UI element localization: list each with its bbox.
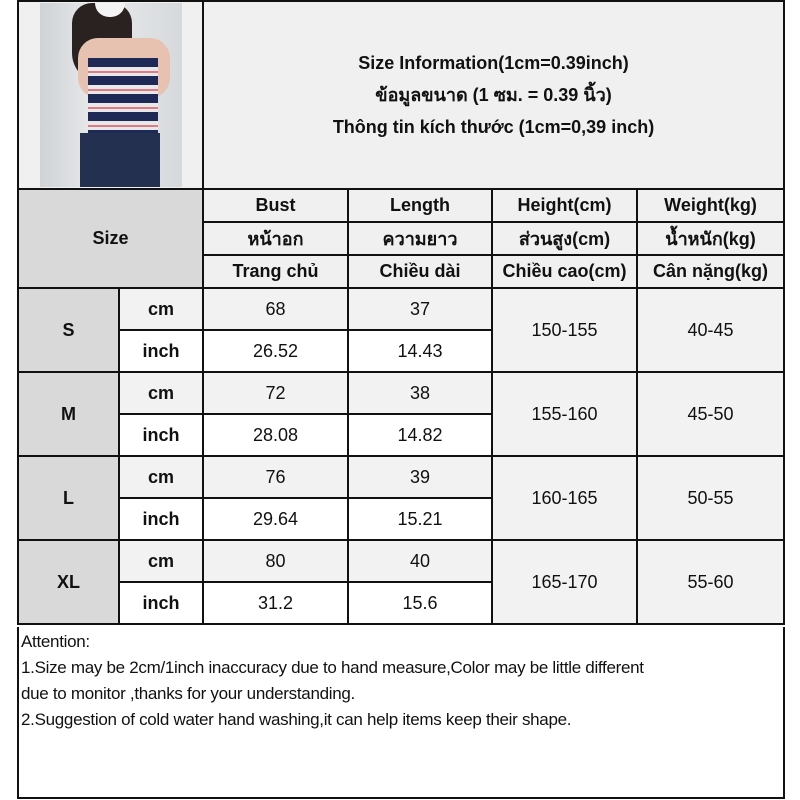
height-range: 150-155 [491,287,638,373]
header-bust-th: หน้าอก [202,221,349,256]
size-info-title: Size Information(1cm=0.39inch) ข้อมูลขนา… [201,0,786,190]
length-inch: 14.82 [347,413,493,457]
bust-inch: 28.08 [202,413,349,457]
bust-cm: 72 [202,371,349,415]
table-row: inch 31.2 15.6 [18,581,784,625]
table-row: inch 28.08 14.82 [18,413,784,457]
unit-inch: inch [118,497,204,541]
weight-range: 45-50 [635,371,786,457]
header-length-vi: Chiều dài [347,254,493,289]
length-cm: 39 [347,455,493,499]
title-english: Size Information(1cm=0.39inch) [358,53,629,73]
length-inch: 15.6 [347,581,493,625]
title-vietnamese: Thông tin kích thước (1cm=0,39 inch) [332,117,655,137]
bust-cm: 80 [202,539,349,583]
table-row: inch 26.52 14.43 [18,329,784,373]
bust-inch: 29.64 [202,497,349,541]
unit-inch: inch [118,329,204,373]
header-bust-en: Bust [202,188,349,223]
height-range: 155-160 [491,371,638,457]
header-length-en: Length [347,188,493,223]
bust-cm: 76 [202,455,349,499]
bust-inch: 26.52 [202,329,349,373]
height-range: 160-165 [491,455,638,541]
length-cm: 37 [347,287,493,331]
table-row: M cm 72 38 155-160 45-50 [17,371,786,457]
header-height-vi: Chiều cao(cm) [491,254,638,289]
length-inch: 14.43 [347,329,493,373]
header-weight-vi: Cân nặng(kg) [635,254,786,289]
unit-cm: cm [118,539,204,583]
size-chart-table: Size Information(1cm=0.39inch) ข้อมูลขนา… [17,0,786,625]
size-label: L [17,455,120,541]
size-header: Size [17,188,204,289]
unit-cm: cm [118,455,204,499]
length-cm: 40 [347,539,493,583]
attention-note-1: 1.Size may be 2cm/1inch inaccuracy due t… [21,658,644,677]
header-height-th: ส่วนสูง(cm) [491,221,638,256]
unit-cm: cm [118,287,204,331]
header-bust-vi: Trang chủ [202,254,349,289]
header-weight-th: น้ำหนัก(kg) [635,221,786,256]
attention-heading: Attention: [21,632,90,651]
length-inch: 15.21 [347,497,493,541]
unit-inch: inch [118,581,204,625]
length-cm: 38 [347,371,493,415]
header-weight-en: Weight(kg) [635,188,786,223]
title-thai: ข้อมูลขนาด (1 ซม. = 0.39 นิ้ว) [375,85,612,105]
table-row: L cm 76 39 160-165 50-55 [17,455,786,541]
size-label: XL [17,539,120,625]
product-photo [39,3,182,187]
table-row: XL cm 80 40 165-170 55-60 [17,539,786,625]
bust-cm: 68 [202,287,349,331]
weight-range: 40-45 [635,287,786,373]
size-label: M [17,371,120,457]
height-range: 165-170 [491,539,638,625]
unit-cm: cm [118,371,204,415]
weight-range: 50-55 [635,455,786,541]
attention-notes: Attention: 1.Size may be 2cm/1inch inacc… [17,627,785,799]
size-label: S [17,287,120,373]
bust-inch: 31.2 [202,581,349,625]
table-row: S cm 68 37 150-155 40-45 [17,287,786,373]
weight-range: 55-60 [635,539,786,625]
attention-note-2: 2.Suggestion of cold water hand washing,… [21,710,572,729]
product-photo-cell [17,0,204,190]
unit-inch: inch [118,413,204,457]
table-row: inch 29.64 15.21 [18,497,784,541]
header-height-en: Height(cm) [491,188,638,223]
header-length-th: ความยาว [347,221,493,256]
attention-note-1-cont: due to monitor ,thanks for your understa… [21,684,355,703]
